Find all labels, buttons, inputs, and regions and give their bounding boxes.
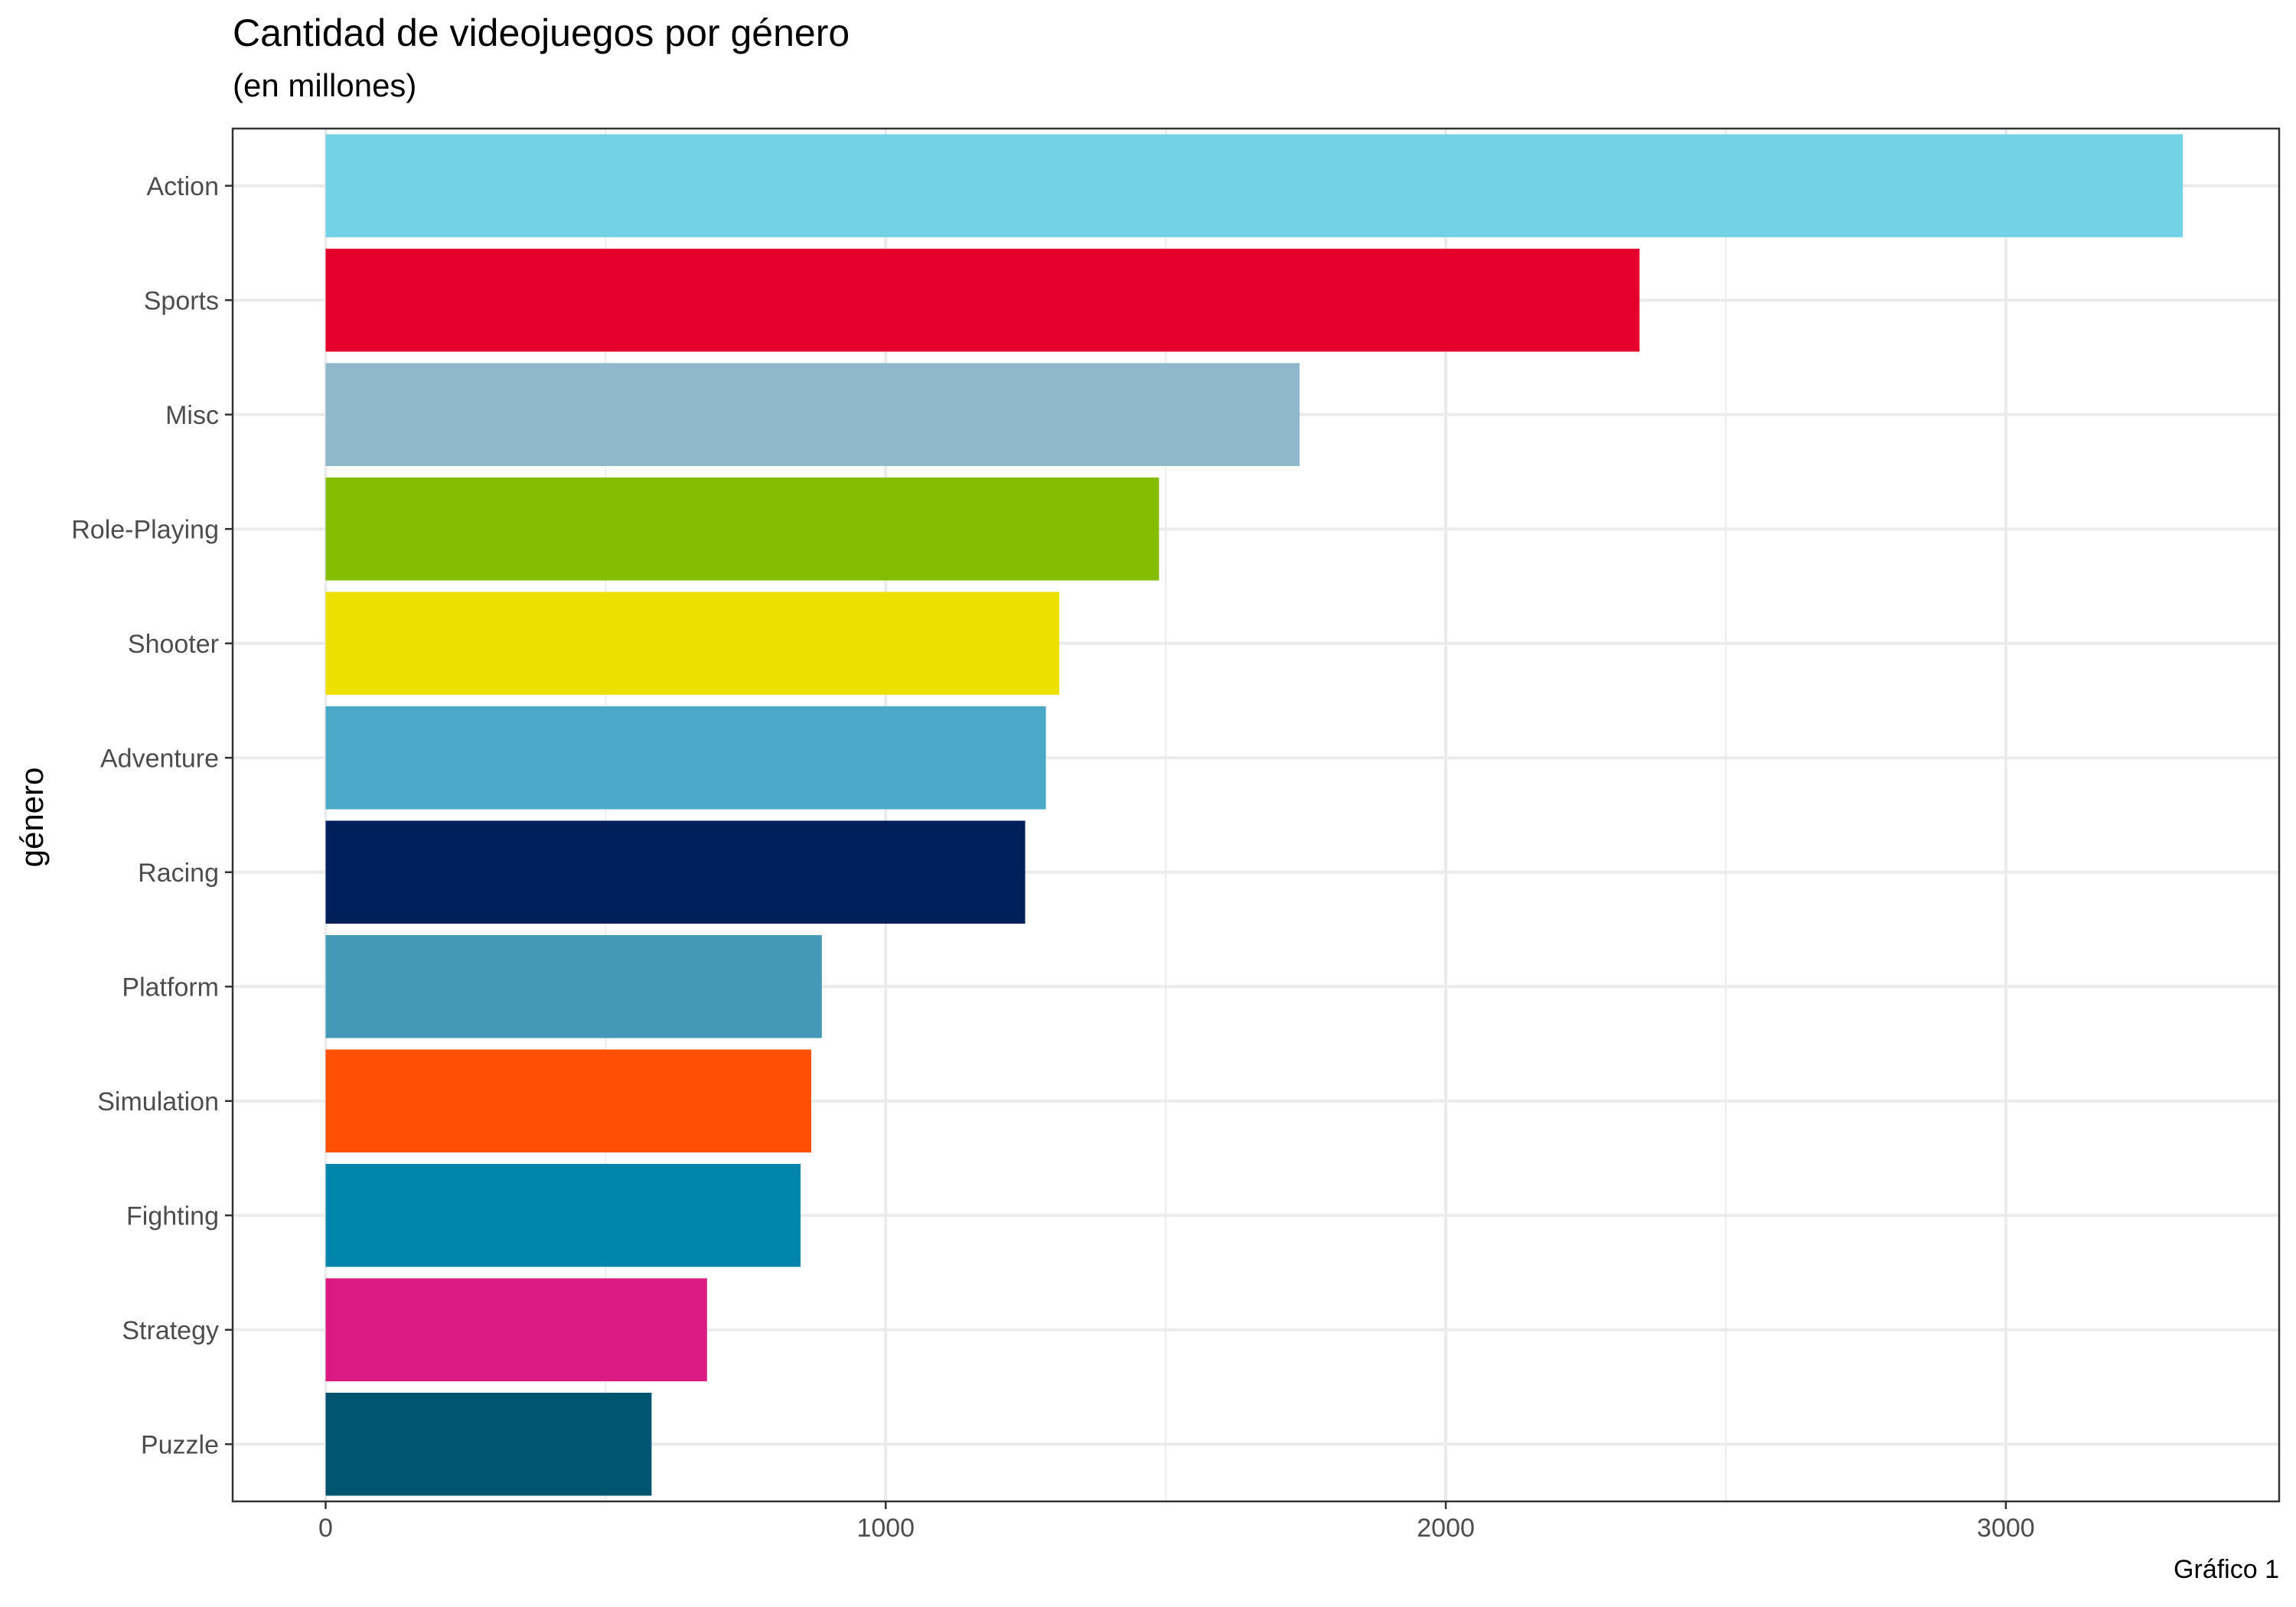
chart-caption: Gráfico 1 xyxy=(2174,1555,2279,1584)
category-label: Action xyxy=(147,172,220,201)
bar-fighting xyxy=(325,1163,801,1267)
category-label: Misc xyxy=(165,401,219,430)
category-label: Fighting xyxy=(126,1201,219,1231)
chart-title: Cantidad de videojuegos por género xyxy=(233,11,850,54)
bar-sports xyxy=(325,248,1640,352)
category-label: Simulation xyxy=(97,1087,219,1116)
x-tick-label: 0 xyxy=(318,1514,333,1543)
bar-action xyxy=(325,134,2183,238)
chart-subtitle: (en millones) xyxy=(233,67,417,103)
bar-puzzle xyxy=(325,1392,652,1496)
bar-adventure xyxy=(325,706,1046,810)
category-label: Puzzle xyxy=(141,1430,219,1459)
category-label: Role-Playing xyxy=(71,515,219,544)
plot-panel xyxy=(233,129,2279,1501)
x-tick-label: 3000 xyxy=(1977,1514,2035,1543)
category-label: Racing xyxy=(138,859,219,888)
bar-simulation xyxy=(325,1049,811,1153)
category-label: Shooter xyxy=(128,630,219,659)
category-label: Sports xyxy=(144,286,219,315)
bar-shooter xyxy=(325,592,1060,696)
panel-border xyxy=(231,127,2281,1503)
category-label: Adventure xyxy=(100,744,219,773)
bar-misc xyxy=(325,363,1300,467)
bar-role-playing xyxy=(325,477,1159,581)
bar-strategy xyxy=(325,1278,707,1382)
x-tick-label: 1000 xyxy=(856,1514,915,1543)
bar-platform xyxy=(325,934,822,1038)
x-tick-label: 2000 xyxy=(1417,1514,1475,1543)
category-label: Platform xyxy=(122,973,219,1002)
category-label: Strategy xyxy=(122,1316,219,1345)
bar-racing xyxy=(325,820,1026,924)
